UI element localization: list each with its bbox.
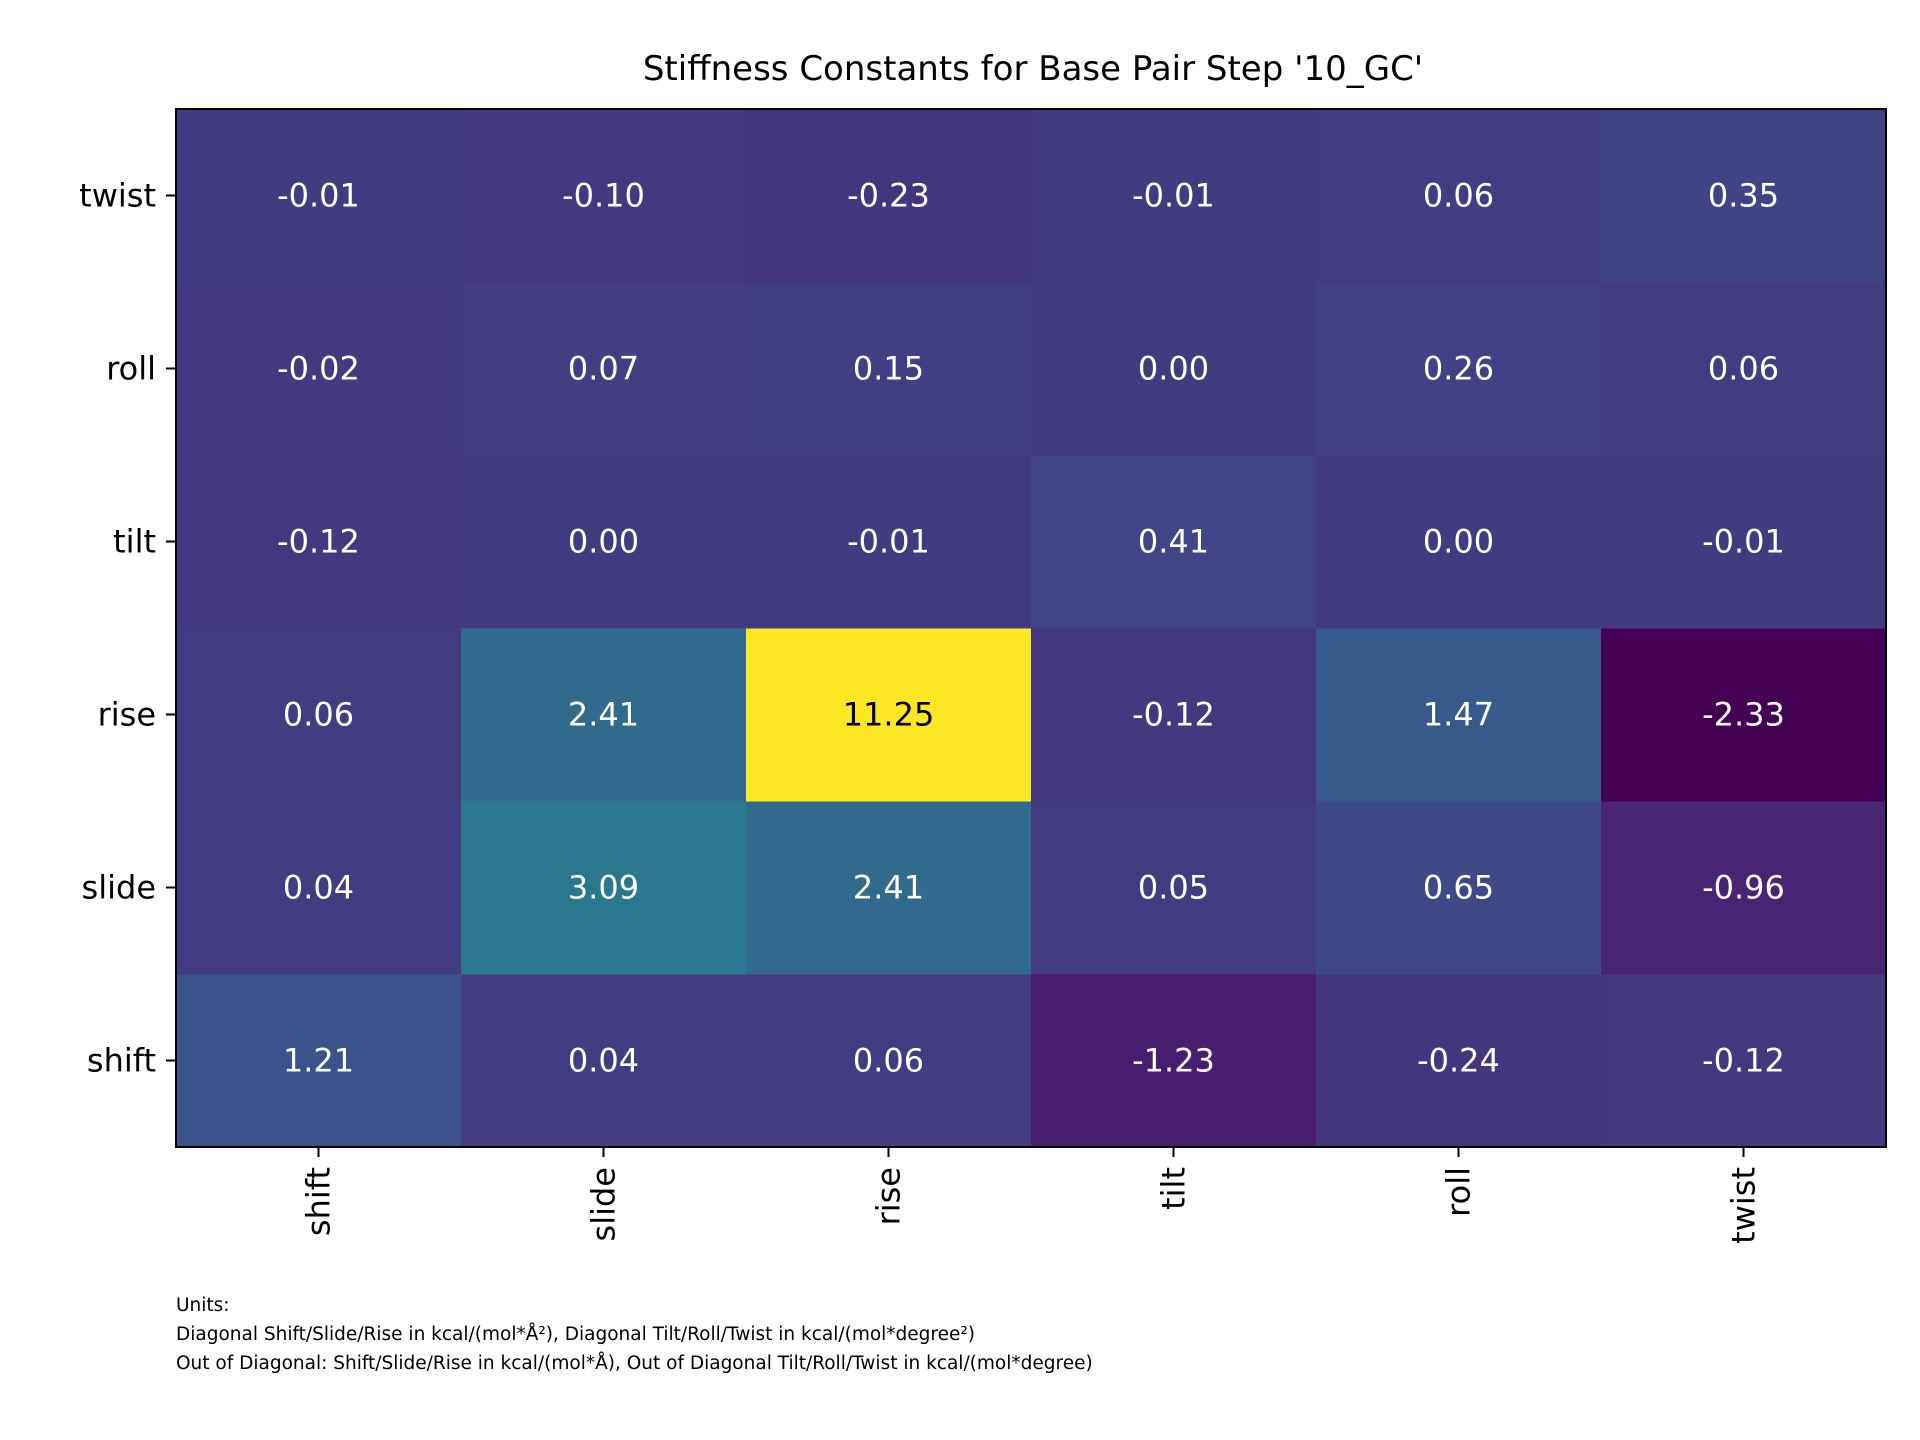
footnote-heading: Units: (176, 1295, 230, 1316)
cell-value-label: 0.00 (1138, 350, 1209, 388)
cell-value-label: 2.41 (568, 696, 639, 734)
y-tick-label: shift (87, 1042, 156, 1080)
heatmap-cell (461, 628, 747, 802)
footnote-line-off-diagonal: Out of Diagonal: Shift/Slide/Rise in kca… (176, 1353, 1093, 1374)
heatmap-cells (176, 109, 1887, 1148)
heatmap-cell (1031, 974, 1317, 1148)
heatmap-cell (1031, 282, 1317, 456)
cell-value-label: 0.06 (1423, 177, 1494, 215)
cell-value-label: 3.09 (568, 869, 639, 907)
heatmap-cell (746, 282, 1032, 456)
y-tick-label: rise (98, 696, 156, 734)
heatmap-cell (176, 282, 462, 456)
heatmap-cell (176, 801, 462, 975)
x-axis: shift slide rise tilt roll twist (300, 1147, 1763, 1244)
cell-value-label: 0.65 (1423, 869, 1494, 907)
cell-value-label: 0.15 (853, 350, 924, 388)
heatmap-cell (746, 801, 1032, 975)
cell-value-label: -0.01 (1702, 523, 1785, 561)
heatmap-cell (176, 974, 462, 1148)
cell-value-label: -0.24 (1417, 1042, 1500, 1080)
cell-value-label: -2.33 (1702, 696, 1785, 734)
cell-value-label: 0.05 (1138, 869, 1209, 907)
heatmap-cell (1031, 628, 1317, 802)
cell-value-label: 0.06 (283, 696, 354, 734)
cell-value-label: -0.01 (1132, 177, 1215, 215)
x-tick-label: shift (300, 1167, 338, 1236)
heatmap-cell (176, 455, 462, 629)
heatmap-cell (1031, 109, 1317, 283)
cell-value-label: -0.12 (277, 523, 360, 561)
heatmap-cell (1601, 801, 1887, 975)
heatmap-cell (1601, 455, 1887, 629)
heatmap-cell (746, 628, 1032, 802)
heatmap-cell (1316, 801, 1602, 975)
cell-value-label: 0.35 (1708, 177, 1779, 215)
heatmap-cell (1316, 282, 1602, 456)
cell-value-label: 2.41 (853, 869, 924, 907)
heatmap-cell (461, 801, 747, 975)
cell-value-label: -0.12 (1132, 696, 1215, 734)
heatmap-cell (461, 109, 747, 283)
heatmap-cell (176, 628, 462, 802)
cell-value-label: -0.23 (847, 177, 930, 215)
y-tick-label: tilt (113, 523, 156, 561)
heatmap-cell (746, 109, 1032, 283)
x-tick-label: rise (870, 1167, 908, 1225)
cell-value-label: -0.02 (277, 350, 360, 388)
x-tick-label: tilt (1155, 1167, 1193, 1210)
cell-value-label: 0.41 (1138, 523, 1209, 561)
x-tick-label: roll (1440, 1167, 1478, 1217)
cell-value-label: -0.01 (277, 177, 360, 215)
heatmap-cell (1031, 801, 1317, 975)
cell-value-label: -0.10 (562, 177, 645, 215)
cell-value-label: 0.06 (853, 1042, 924, 1080)
heatmap-cell (1601, 628, 1887, 802)
cell-value-label: -0.12 (1702, 1042, 1785, 1080)
cell-value-label: 0.04 (283, 869, 354, 907)
y-tick-label: roll (106, 350, 156, 388)
y-tick-label: slide (82, 869, 156, 907)
y-tick-label: twist (79, 177, 156, 215)
cell-value-label: 0.00 (1423, 523, 1494, 561)
cell-value-label: 0.07 (568, 350, 639, 388)
footnote-line-diagonal: Diagonal Shift/Slide/Rise in kcal/(mol*Å… (176, 1324, 976, 1345)
cell-value-label: 1.47 (1423, 696, 1494, 734)
cell-value-label: 0.04 (568, 1042, 639, 1080)
cell-value-label: 1.21 (283, 1042, 354, 1080)
cell-value-label: 11.25 (843, 696, 935, 734)
cell-value-label: -0.01 (847, 523, 930, 561)
heatmap-cell (1316, 109, 1602, 283)
heatmap-cell (176, 109, 462, 283)
x-tick-label: slide (585, 1167, 623, 1241)
cell-value-label: -0.96 (1702, 869, 1785, 907)
chart-title: Stiffness Constants for Base Pair Step '… (643, 49, 1423, 89)
cell-value-label: 0.26 (1423, 350, 1494, 388)
heatmap-cell (1601, 109, 1887, 283)
y-axis: shift slide rise tilt roll twist (79, 177, 176, 1080)
heatmap-cell (746, 974, 1032, 1148)
cell-value-label: -1.23 (1132, 1042, 1215, 1080)
heatmap-cell (1601, 974, 1887, 1148)
heatmap-cell (1316, 628, 1602, 802)
heatmap-cell (1601, 282, 1887, 456)
x-tick-label: twist (1725, 1167, 1763, 1244)
heatmap-cell (1316, 974, 1602, 1148)
heatmap-cell (461, 974, 747, 1148)
units-footnote: Units: Diagonal Shift/Slide/Rise in kcal… (176, 1291, 1093, 1378)
plot-frame (175, 108, 1887, 1148)
cell-labels: 1.21 0.04 0.06 -1.23 -0.24 -0.12 0.04 3.09 2.41 0… (277, 177, 1785, 1080)
heatmap-cell (1316, 455, 1602, 629)
heatmap-cell (1031, 455, 1317, 629)
cell-value-label: 0.00 (568, 523, 639, 561)
heatmap-cell (461, 282, 747, 456)
heatmap-cell (746, 455, 1032, 629)
heatmap-cell (461, 455, 747, 629)
cell-value-label: 0.06 (1708, 350, 1779, 388)
